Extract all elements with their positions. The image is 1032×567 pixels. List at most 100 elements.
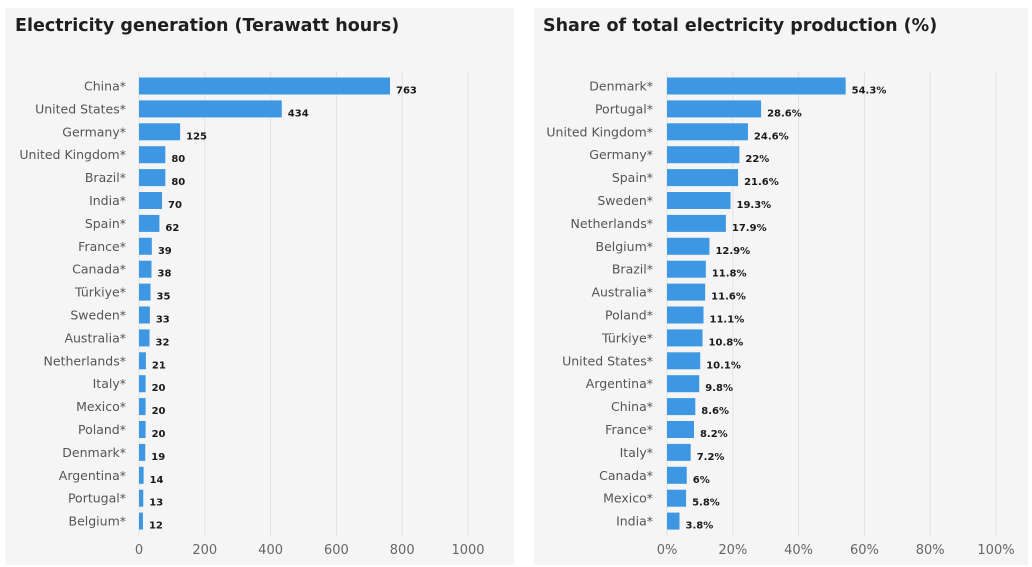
bar (139, 123, 181, 141)
data-label: 38 (158, 269, 172, 280)
category-label: Türkiye* (601, 330, 653, 345)
bar (667, 260, 706, 278)
category-label: Türkiye* (74, 285, 126, 300)
bar (139, 375, 146, 393)
category-label: Argentina* (586, 376, 653, 391)
data-label: 62 (165, 223, 179, 234)
bar (667, 306, 704, 324)
category-label: United States* (35, 101, 126, 116)
data-label: 13 (149, 498, 163, 509)
bar (139, 260, 152, 278)
x-tick-label: 0 (135, 543, 143, 558)
x-tick-label: 400 (258, 543, 283, 558)
bar (667, 169, 739, 187)
data-label: 80 (171, 154, 185, 165)
bar (139, 237, 152, 255)
bar (139, 283, 151, 301)
data-label: 21 (152, 360, 166, 371)
x-tick-label: 100% (977, 543, 1014, 558)
bar (139, 512, 143, 530)
x-tick-label: 800 (390, 543, 415, 558)
bar (667, 329, 703, 347)
category-label: India* (89, 193, 126, 208)
data-label: 7.2% (697, 452, 725, 463)
bar (667, 237, 710, 255)
bar (139, 214, 160, 232)
category-label: Netherlands* (571, 216, 653, 231)
generation-bar-chart: 0 200 400 600 800 1000 China* 763 United States*… (19, 72, 485, 558)
data-label: 21.6% (744, 177, 779, 188)
bars: Denmark* 54.3% Portugal* 28.6% United Kingdo… (546, 77, 887, 532)
bar (667, 512, 680, 530)
category-label: India* (616, 514, 653, 529)
data-label: 32 (156, 337, 170, 348)
bar (139, 421, 146, 438)
data-label: 434 (288, 108, 309, 119)
chart-title: Share of total electricity production (%… (543, 16, 938, 36)
x-tick-label: 60% (850, 543, 879, 558)
bar (667, 443, 691, 461)
category-label: Australia* (591, 285, 653, 300)
bar (667, 375, 700, 393)
category-label: Belgium* (596, 239, 654, 254)
data-label: 22% (745, 154, 769, 165)
category-label: Germany* (589, 147, 653, 162)
x-tick-label: 600 (324, 543, 349, 558)
category-label: France* (78, 239, 126, 254)
bar (139, 169, 166, 187)
category-label: China* (84, 79, 126, 94)
data-label: 8.6% (701, 406, 729, 417)
bar (667, 421, 694, 438)
bar (667, 214, 726, 232)
data-label: 28.6% (767, 108, 802, 119)
data-label: 20 (152, 406, 166, 417)
bar (139, 489, 144, 507)
category-label: Poland* (605, 308, 653, 323)
category-label: United States* (562, 353, 653, 368)
bar (139, 352, 146, 370)
bar (139, 306, 150, 324)
data-label: 20 (152, 383, 166, 394)
data-label: 10.1% (706, 360, 741, 371)
data-label: 11.1% (710, 315, 745, 326)
category-label: Sweden* (597, 193, 653, 208)
category-label: Canada* (599, 468, 653, 483)
data-label: 763 (396, 86, 417, 97)
bar (667, 123, 748, 141)
data-label: 9.8% (705, 383, 733, 394)
data-label: 8.2% (700, 429, 728, 440)
category-label: Mexico* (76, 399, 126, 414)
bar (667, 398, 696, 416)
data-label: 19 (151, 452, 165, 463)
category-label: United Kingdom* (19, 147, 126, 162)
chart-panel-share: Share of total electricity production (%… (534, 8, 1028, 565)
data-label: 10.8% (709, 337, 744, 348)
category-label: Sweden* (70, 308, 126, 323)
x-axis: 0 200 400 600 800 1000 (135, 72, 485, 558)
x-tick-label: 0% (657, 543, 678, 558)
category-label: Italy* (620, 445, 653, 460)
data-label: 5.8% (692, 498, 720, 509)
bar (139, 192, 163, 209)
data-label: 125 (186, 131, 207, 142)
category-label: Australia* (64, 330, 126, 345)
bar (667, 283, 706, 301)
bar (667, 146, 740, 164)
category-label: Canada* (72, 262, 126, 277)
bar (139, 100, 282, 118)
bar (667, 466, 687, 484)
category-label: Belgium* (69, 514, 127, 529)
bar (139, 77, 391, 95)
category-label: Denmark* (62, 445, 126, 460)
data-label: 80 (171, 177, 185, 188)
category-label: United Kingdom* (546, 124, 653, 139)
bar (667, 489, 687, 507)
x-tick-label: 1000 (451, 543, 484, 558)
category-label: Denmark* (589, 79, 653, 94)
category-label: Poland* (78, 422, 126, 437)
data-label: 54.3% (852, 86, 887, 97)
category-label: Portugal* (595, 101, 653, 116)
x-tick-label: 200 (192, 543, 217, 558)
category-label: Brazil* (85, 170, 126, 185)
bar (667, 192, 731, 209)
